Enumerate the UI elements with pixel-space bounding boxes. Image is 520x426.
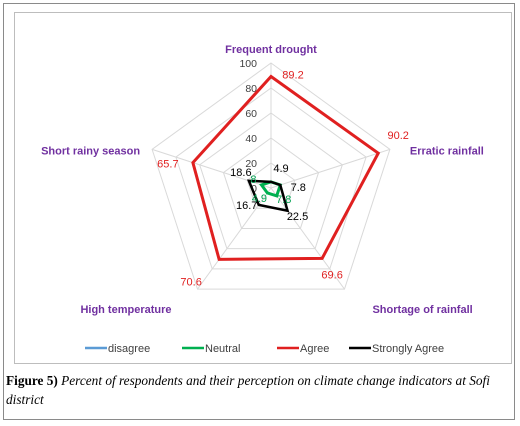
radial-tick-label: 0 (251, 183, 257, 195)
figure-frame: 0 20 40 60 80 100 Frequent drought Erratic rain… (3, 3, 515, 420)
series-line-strongly-agree (246, 179, 290, 213)
data-label-agree: 69.6 (321, 269, 342, 281)
data-label-agree: 65.7 (157, 159, 178, 171)
grid-spoke (270, 187, 345, 290)
axis-label: Shortage of rainfall (372, 304, 472, 316)
legend-label: disagree (108, 343, 150, 355)
grid-ring (175, 87, 367, 270)
caption-text: Percent of respondents and their percept… (6, 373, 490, 407)
data-label-agree: 89.2 (282, 70, 303, 82)
axis-label: High temperature (80, 304, 171, 316)
caption-lead: Figure 5) (6, 373, 58, 388)
legend-label: Neutral (205, 343, 240, 355)
data-label-strongly-agree: 7.8 (291, 182, 306, 194)
grid-spoke (270, 148, 391, 189)
axis-label: Erratic rainfall (410, 145, 484, 157)
data-label-strongly-agree: 18.6 (230, 167, 251, 179)
data-label-neutral: 4.9 (252, 193, 267, 205)
data-label-strongly-agree: 4.9 (273, 163, 288, 175)
data-label-agree: 90.2 (388, 130, 409, 142)
grid-ring (222, 137, 320, 229)
radar-chart: 0 20 40 60 80 100 Frequent drought Erratic rain… (41, 44, 484, 355)
data-label-strongly-agree: 22.5 (287, 211, 308, 223)
series-line-agree (191, 74, 381, 261)
radial-tick-label: 80 (245, 83, 257, 95)
radial-tick-label: 60 (245, 108, 257, 120)
legend-label: Agree (300, 343, 329, 355)
grid-ring (199, 112, 343, 250)
radial-tick-label: 100 (239, 58, 257, 70)
data-label-neutral: 8 (250, 174, 256, 186)
chart-area: 0 20 40 60 80 100 Frequent drought Erratic rain… (14, 12, 512, 364)
data-label-strongly-agree: 16.7 (236, 200, 257, 212)
legend-label: Strongly Agree (372, 343, 444, 355)
radial-tick-label: 40 (245, 133, 257, 145)
grid-ring (151, 62, 391, 290)
axis-label: Frequent drought (225, 44, 317, 56)
data-label-neutral: 7.8 (276, 194, 291, 206)
figure-caption: Figure 5) Percent of respondents and the… (6, 371, 511, 409)
axis-label: Short rainy season (41, 145, 140, 157)
data-label-agree: 70.6 (180, 276, 201, 288)
radial-tick-label: 20 (245, 158, 257, 170)
